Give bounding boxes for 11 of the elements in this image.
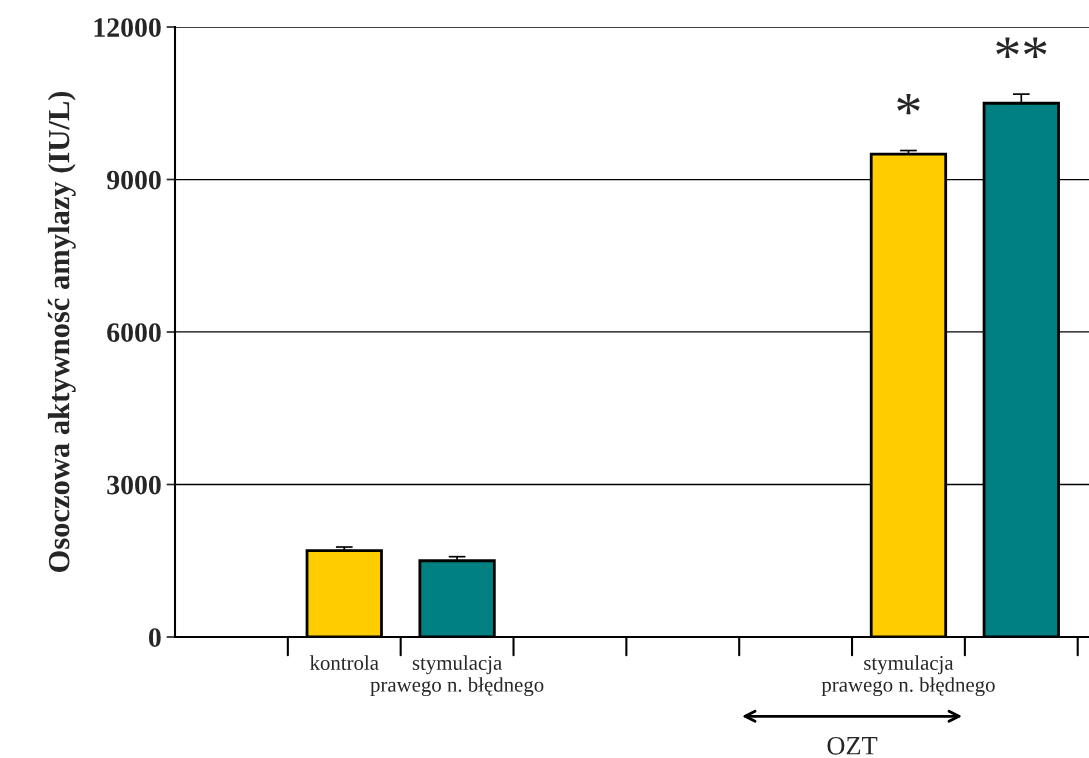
annotation: * [897,93,920,115]
y-tick-label: 12000 [94,18,161,37]
y-axis-title: Osoczowa aktywność amylazy (IU/L) [47,91,76,572]
y-tick-label: 9000 [107,170,161,190]
y-tick-label: 0 [148,628,161,647]
text: OZT [827,736,878,755]
y-tick-label: 3000 [107,475,161,495]
y-tick-label: 6000 [107,323,161,342]
x-tick-label: kontrola [309,655,379,670]
x-tick-label: stymulacja prawego n. błędnego [821,655,995,697]
annotation: ** [996,37,1047,58]
